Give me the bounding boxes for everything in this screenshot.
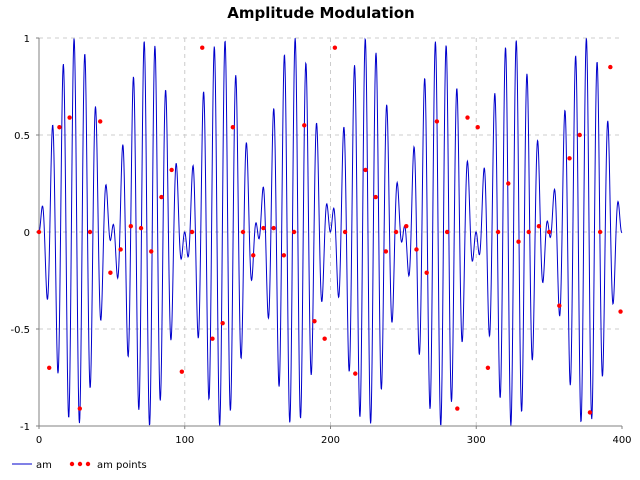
am-point [536,223,542,229]
y-tick-label: 0.5 [14,131,30,142]
am-point [567,156,572,161]
chart-title: Amplitude Modulation [227,4,414,22]
am-point [230,125,236,130]
am-point [506,181,511,186]
am-point [444,229,450,235]
y-tick-label: 0 [24,228,30,239]
am-point [291,229,297,235]
am-point [118,247,123,252]
am-point [210,336,215,341]
am-point [393,229,399,235]
am-point [414,247,419,252]
am-point [465,115,470,120]
am-point [302,123,307,128]
am-point [159,194,164,200]
am-point [363,167,368,173]
am-point [495,229,501,235]
tick-labels: 0 100 200 300 400 -1 -0.5 0 0.5 1 [10,34,631,446]
am-point [526,229,531,235]
x-tick-label: 0 [36,435,42,446]
am-point [98,119,103,124]
am-point [353,371,358,376]
am-point [373,194,378,200]
am-point [383,249,389,254]
x-tick-label: 100 [175,435,194,446]
am-point [608,64,613,70]
am-point [557,303,562,308]
am-point [475,125,480,130]
am-point [57,125,62,130]
am-point [77,406,83,411]
y-tick-label: 1 [24,34,30,45]
am-point [189,229,195,235]
am-point [47,365,52,370]
legend-am-points-swatch [77,461,83,467]
am-point [424,270,429,275]
x-tick-label: 300 [467,435,486,446]
legend-am-points-label: am points [97,460,147,471]
y-tick-label: -1 [20,422,30,433]
legend: am am points [12,460,147,471]
am-point [128,223,134,229]
am-point [138,225,144,231]
am-point [455,406,460,411]
am-point [179,369,185,374]
am-point [271,225,276,231]
am-point [200,45,205,50]
x-tick-label: 400 [612,435,631,446]
x-tick-label: 200 [321,435,340,446]
am-series-line [38,37,623,426]
am-point [577,132,582,138]
y-tick-label: -0.5 [10,325,30,336]
am-point [281,253,287,258]
am-point [322,336,327,341]
legend-am-points-swatch [85,461,91,467]
am-point [169,167,174,173]
am-point [587,410,593,415]
am-point [36,229,42,235]
am-point [332,45,338,50]
legend-am-points-swatch [69,461,75,467]
am-point [87,229,93,235]
am-point [240,229,246,235]
am-point [485,365,491,370]
am-point [404,223,409,229]
am-point [434,119,440,124]
plot-area [36,37,623,426]
am-point [108,270,113,275]
am-point [220,320,225,326]
am-point [516,239,521,244]
am-point [312,319,317,324]
am-point [149,249,154,254]
legend-am-label: am [36,460,52,471]
am-point [67,115,72,120]
am-point [618,309,623,314]
am-point [251,253,256,258]
tick-marks [36,37,623,429]
am-point [546,229,552,235]
am-point [261,225,266,231]
am-point [597,229,603,235]
am-point [342,229,348,235]
